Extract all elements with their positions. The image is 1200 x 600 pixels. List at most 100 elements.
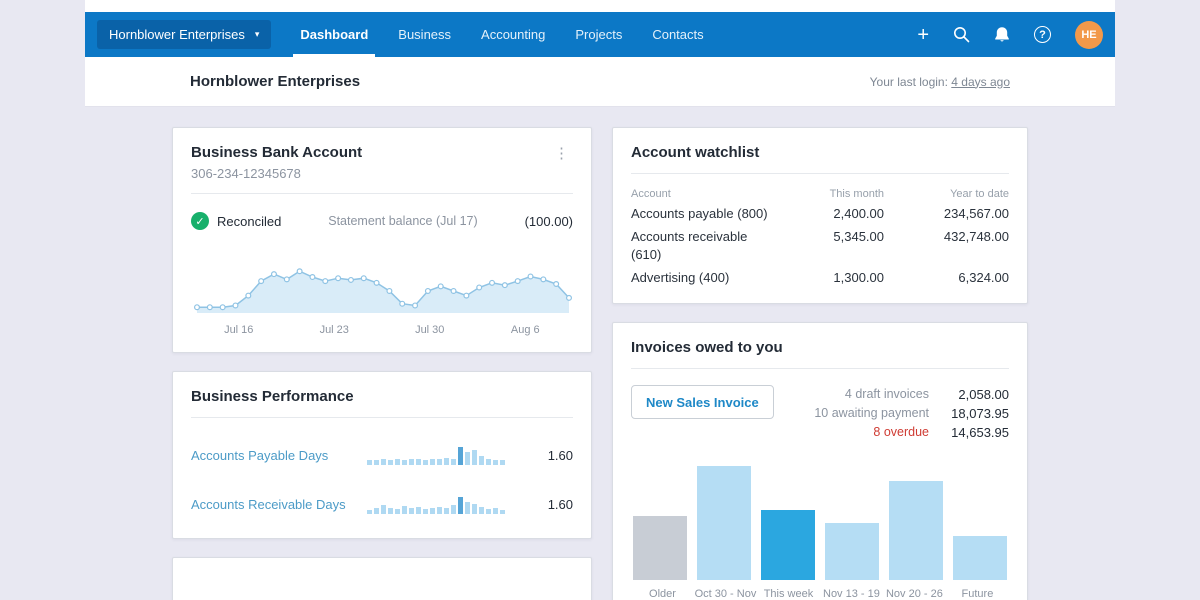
invoice-bar[interactable]	[953, 536, 1007, 580]
watchlist-ytd-value: 432,748.00	[943, 229, 1009, 244]
mini-bar	[451, 459, 456, 465]
reconcile-status-row: ✓ Reconciled Statement balance (Jul 17) …	[191, 212, 573, 230]
draft-invoices-value: 2,058.00	[958, 387, 1009, 402]
search-icon[interactable]	[953, 26, 970, 43]
table-row[interactable]: Advertising (400) 1,300.00 6,324.00	[631, 269, 1009, 287]
mini-bar	[430, 508, 435, 514]
mini-bar	[479, 456, 484, 465]
avatar[interactable]: HE	[1075, 20, 1103, 49]
kebab-menu-icon[interactable]: ⋮	[554, 145, 569, 162]
x-label: Jul 23	[319, 324, 349, 336]
top-strip	[85, 0, 1115, 12]
last-login-link[interactable]: 4 days ago	[951, 74, 1010, 89]
statement-balance-label: Statement balance (Jul 17)	[328, 214, 478, 228]
dashboard-body: Business Bank Account 306-234-12345678 ⋮…	[85, 107, 1115, 600]
statement-balance-value: (100.00)	[524, 213, 573, 229]
mini-bar	[444, 458, 449, 465]
org-selector[interactable]: Hornblower Enterprises ▾	[97, 20, 272, 49]
bank-account-number: 306-234-12345678	[191, 166, 301, 181]
awaiting-payment-row[interactable]: 10 awaiting payment 18,073.95	[774, 404, 1009, 423]
overdue-value: 14,653.95	[951, 425, 1009, 440]
watchlist-this-month-value: 1,300.00	[833, 270, 884, 285]
mini-bar	[437, 507, 442, 514]
nav-accounting[interactable]: Accounting	[481, 27, 546, 42]
mini-bar	[451, 505, 456, 514]
mini-bar	[465, 452, 470, 465]
invoice-bar[interactable]	[761, 510, 815, 580]
mini-bar	[423, 460, 428, 465]
watchlist-this-month-value: 2,400.00	[833, 206, 884, 221]
help-icon[interactable]: ?	[1034, 26, 1051, 43]
mini-bar	[395, 459, 400, 465]
org-selector-label: Hornblower Enterprises	[109, 27, 245, 42]
chevron-down-icon: ▾	[254, 29, 260, 39]
mini-bar	[493, 508, 498, 514]
accounts-receivable-days-link[interactable]: Accounts Receivable Days	[191, 497, 346, 512]
performance-row: Accounts Receivable Days 1.60	[191, 495, 573, 514]
divider	[631, 368, 1009, 369]
mini-bar	[381, 459, 386, 465]
check-icon: ✓	[191, 212, 209, 230]
overdue-row[interactable]: 8 overdue 14,653.95	[774, 423, 1009, 442]
x-label: Jul 16	[224, 324, 254, 336]
mini-bar	[395, 509, 400, 514]
plus-icon[interactable]: +	[917, 23, 929, 46]
mini-bar	[409, 459, 414, 465]
table-row[interactable]: Accounts receivable (610) 5,345.00 432,7…	[631, 228, 1009, 264]
bar-label: Future	[961, 588, 994, 600]
invoices-bar-chart	[631, 464, 1009, 580]
divider	[631, 173, 1009, 174]
nav-business[interactable]: Business	[398, 27, 452, 42]
mini-bar	[374, 508, 379, 514]
column-header-this-month: This month	[829, 188, 884, 200]
mini-bar	[388, 460, 393, 465]
nav-dashboard[interactable]: Dashboard	[285, 12, 383, 57]
x-label: Jul 30	[415, 324, 445, 336]
watchlist-ytd-value: 6,324.00	[958, 270, 1009, 285]
receivable-days-sparkline	[367, 495, 521, 514]
last-login-label: Your last login:	[869, 74, 948, 89]
mini-bar	[374, 460, 379, 465]
bank-account-card: Business Bank Account 306-234-12345678 ⋮…	[172, 127, 592, 353]
app-window: Hornblower Enterprises ▾ Dashboard Busin…	[85, 0, 1115, 600]
mini-bar	[472, 504, 477, 514]
mini-bar	[500, 510, 505, 514]
awaiting-payment-value: 18,073.95	[951, 406, 1009, 421]
mini-bar	[388, 508, 393, 514]
watchlist-this-month-value: 5,345.00	[833, 229, 884, 244]
mini-bar	[458, 447, 463, 465]
business-performance-card: Business Performance Accounts Payable Da…	[172, 371, 592, 539]
watchlist-account-name: Advertising (400)	[631, 270, 730, 285]
reconciled-label: Reconciled	[217, 213, 282, 229]
invoice-bar[interactable]	[697, 466, 751, 580]
performance-row: Accounts Payable Days 1.60	[191, 446, 573, 465]
accounts-payable-days-link[interactable]: Accounts Payable Days	[191, 448, 329, 463]
divider	[191, 417, 573, 418]
mini-bar	[437, 459, 442, 465]
divider	[191, 193, 573, 194]
nav-projects[interactable]: Projects	[575, 27, 623, 42]
mini-bar	[430, 459, 435, 465]
invoices-owed-card: Invoices owed to you New Sales Invoice 4…	[612, 322, 1028, 600]
table-row[interactable]: Accounts payable (800) 2,400.00 234,567.…	[631, 205, 1009, 223]
nav-contacts[interactable]: Contacts	[652, 27, 704, 42]
bell-icon[interactable]	[994, 26, 1010, 43]
invoice-bar[interactable]	[889, 481, 943, 580]
mini-bar	[367, 460, 372, 465]
invoice-bar[interactable]	[825, 523, 879, 580]
performance-card-title: Business Performance	[191, 388, 354, 405]
watchlist-ytd-value: 234,567.00	[943, 206, 1009, 221]
mini-bar	[458, 497, 463, 514]
x-label: Aug 6	[510, 324, 540, 336]
mini-bar	[465, 502, 470, 514]
mini-bar	[479, 507, 484, 514]
mini-bar	[486, 509, 491, 514]
invoices-card-title: Invoices owed to you	[631, 339, 783, 356]
awaiting-payment-label: 10 awaiting payment	[814, 406, 929, 420]
invoice-bar[interactable]	[633, 516, 687, 580]
new-sales-invoice-button[interactable]: New Sales Invoice	[631, 385, 774, 419]
payable-days-value: 1.60	[547, 448, 573, 463]
draft-invoices-row[interactable]: 4 draft invoices 2,058.00	[774, 385, 1009, 404]
mini-bar	[472, 450, 477, 465]
